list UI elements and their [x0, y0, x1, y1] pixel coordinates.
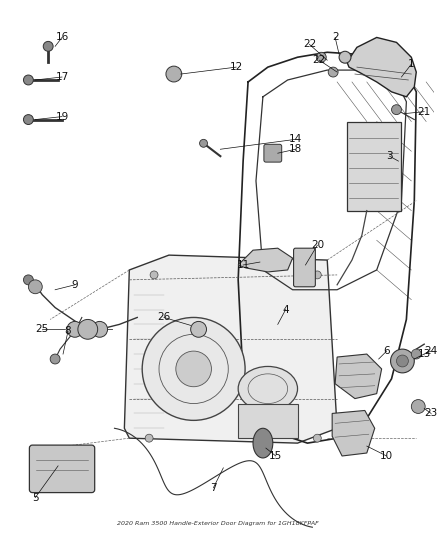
Ellipse shape — [238, 366, 297, 411]
Text: 14: 14 — [289, 134, 302, 144]
Circle shape — [145, 434, 153, 442]
Circle shape — [78, 319, 98, 339]
Text: 13: 13 — [417, 349, 431, 359]
Circle shape — [313, 271, 321, 279]
Circle shape — [339, 51, 351, 63]
Circle shape — [313, 434, 321, 442]
Text: 8: 8 — [65, 326, 71, 336]
Text: 12: 12 — [230, 62, 243, 72]
Text: 7: 7 — [210, 483, 217, 492]
Circle shape — [200, 139, 208, 147]
Text: 20: 20 — [311, 240, 324, 250]
Circle shape — [50, 354, 60, 364]
Text: 19: 19 — [56, 111, 69, 122]
FancyBboxPatch shape — [238, 403, 297, 438]
Circle shape — [411, 349, 421, 359]
Text: 22: 22 — [313, 55, 326, 65]
Text: 21: 21 — [417, 107, 431, 117]
Text: 9: 9 — [71, 280, 78, 290]
Text: 3: 3 — [386, 151, 393, 161]
Circle shape — [392, 104, 402, 115]
Text: 2020 Ram 3500 Handle-Exterior Door Diagram for 1GH18KFPAF: 2020 Ram 3500 Handle-Exterior Door Diagr… — [117, 521, 318, 526]
Circle shape — [28, 280, 42, 294]
Circle shape — [142, 318, 245, 421]
Circle shape — [24, 75, 33, 85]
Polygon shape — [238, 248, 293, 272]
Text: 4: 4 — [283, 304, 289, 314]
Text: 11: 11 — [237, 260, 250, 270]
Circle shape — [396, 355, 408, 367]
Text: 5: 5 — [32, 492, 39, 503]
Circle shape — [67, 321, 83, 337]
Text: 26: 26 — [157, 312, 170, 322]
Polygon shape — [332, 410, 375, 456]
Circle shape — [150, 271, 158, 279]
Circle shape — [24, 275, 33, 285]
Polygon shape — [124, 255, 337, 443]
Circle shape — [92, 321, 108, 337]
Text: 17: 17 — [56, 72, 69, 82]
Polygon shape — [335, 354, 381, 399]
Text: 24: 24 — [424, 346, 438, 356]
Circle shape — [176, 351, 212, 387]
Text: 23: 23 — [424, 408, 438, 418]
FancyBboxPatch shape — [293, 248, 315, 287]
Text: 22: 22 — [303, 39, 316, 50]
Text: 18: 18 — [289, 144, 302, 154]
Text: 10: 10 — [380, 451, 393, 461]
Text: 16: 16 — [56, 33, 69, 43]
Circle shape — [391, 349, 414, 373]
Text: 2: 2 — [332, 33, 339, 43]
FancyBboxPatch shape — [347, 122, 402, 211]
Circle shape — [191, 321, 206, 337]
Text: 15: 15 — [269, 451, 283, 461]
FancyBboxPatch shape — [264, 144, 282, 162]
Ellipse shape — [253, 429, 273, 458]
Circle shape — [43, 42, 53, 51]
Text: 6: 6 — [383, 346, 390, 356]
Circle shape — [411, 400, 425, 414]
Circle shape — [328, 67, 338, 77]
Text: 1: 1 — [408, 59, 415, 69]
Polygon shape — [347, 37, 416, 97]
Text: 25: 25 — [35, 325, 49, 334]
Circle shape — [24, 115, 33, 125]
Circle shape — [166, 66, 182, 82]
Circle shape — [316, 52, 326, 62]
FancyBboxPatch shape — [29, 445, 95, 492]
